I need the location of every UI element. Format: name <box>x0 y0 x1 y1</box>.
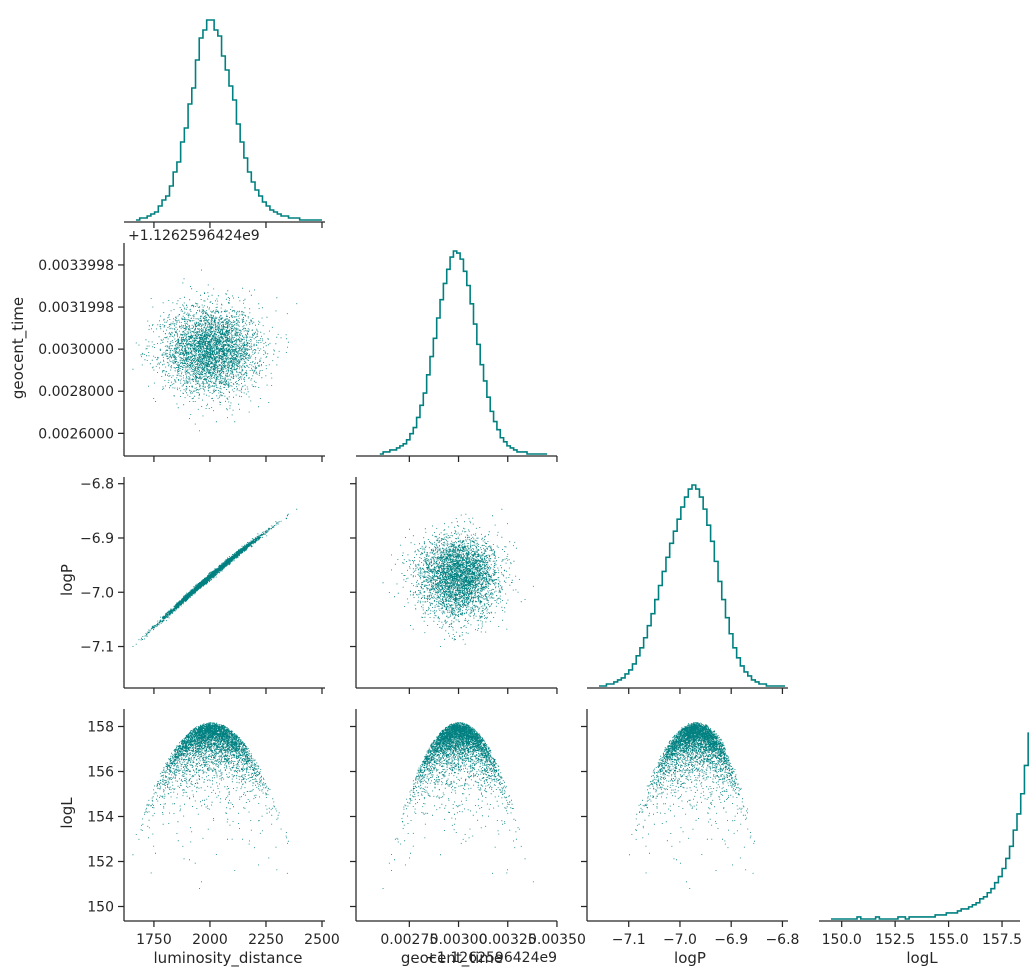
marginal-histogram-luminosity_distance <box>124 19 325 223</box>
y-tick-label: −7.0 <box>80 585 114 601</box>
scatter-luminosity_distance-vs-geocent_time <box>123 243 325 457</box>
x-tick-label: −6.8 <box>765 932 799 948</box>
x-tick-label: 150.0 <box>822 932 862 948</box>
y-tick-label: 154 <box>87 810 114 826</box>
y-offset-label: +1.1262596424e9 <box>128 228 260 244</box>
x-tick-label: −7.1 <box>612 932 646 948</box>
y-tick-label: 156 <box>87 765 114 781</box>
scatter-points <box>132 269 298 432</box>
y-axis-label-logL: logL <box>58 797 76 829</box>
scatter-geocent_time-vs-logL <box>355 709 557 922</box>
x-tick-label: 152.5 <box>875 932 915 948</box>
scatter-points <box>382 722 534 889</box>
y-tick-label: 0.0033998 <box>38 258 114 274</box>
histogram-steps <box>599 484 785 687</box>
x-axis-label-logL: logL <box>906 949 938 967</box>
y-axis-label-geocent_time: geocent_time <box>9 297 28 399</box>
y-tick-label: 0.0026000 <box>38 426 114 442</box>
x-tick-label: 2500 <box>304 932 340 948</box>
x-offset-label: +1.1262596424e9 <box>425 950 557 966</box>
x-tick-label: 2250 <box>248 932 284 948</box>
scatter-logP-vs-logL <box>586 709 788 922</box>
x-tick-label: 0.00275 <box>380 932 438 948</box>
y-tick-label: 152 <box>87 855 114 871</box>
scatter-points <box>382 508 534 647</box>
histogram-steps <box>831 732 1029 920</box>
marginal-histogram-logP <box>587 484 788 689</box>
scatter-luminosity_distance-vs-logL <box>123 709 325 922</box>
x-axis-label-luminosity_distance: luminosity_distance <box>154 949 303 968</box>
x-axis-label-logP: logP <box>674 949 706 967</box>
scatter-points <box>132 508 298 647</box>
y-tick-label: −7.1 <box>80 640 114 656</box>
x-tick-label: 2000 <box>192 932 228 948</box>
scatter-luminosity_distance-vs-logP <box>123 477 325 689</box>
histogram-steps <box>136 19 322 221</box>
x-tick-label: −7.0 <box>663 932 697 948</box>
x-tick-label: 157.5 <box>982 932 1022 948</box>
x-tick-label: −6.9 <box>714 932 748 948</box>
scatter-geocent_time-vs-logP <box>355 477 557 689</box>
scatter-points <box>132 722 289 889</box>
x-tick-label: 0.00350 <box>528 932 586 948</box>
y-tick-label: 0.0030000 <box>38 342 114 358</box>
marginal-histogram-geocent_time <box>356 250 557 457</box>
y-tick-label: 158 <box>87 720 114 736</box>
x-tick-label: 0.00325 <box>479 932 537 948</box>
marginal-histogram-logL <box>819 732 1029 922</box>
x-axis-label-geocent_time: geocent_time <box>401 949 503 968</box>
y-tick-label: 0.0031998 <box>38 300 114 316</box>
y-tick-label: 0.0028000 <box>38 384 114 400</box>
x-tick-label: 155.0 <box>929 932 969 948</box>
y-tick-label: −6.9 <box>80 531 114 547</box>
scatter-points <box>629 722 755 889</box>
y-axis-label-logP: logP <box>58 564 76 596</box>
y-tick-label: −6.8 <box>80 477 114 493</box>
x-tick-label: 0.00300 <box>430 932 488 948</box>
y-tick-label: 150 <box>87 900 114 916</box>
x-tick-label: 1750 <box>136 932 172 948</box>
histogram-steps <box>379 250 548 455</box>
